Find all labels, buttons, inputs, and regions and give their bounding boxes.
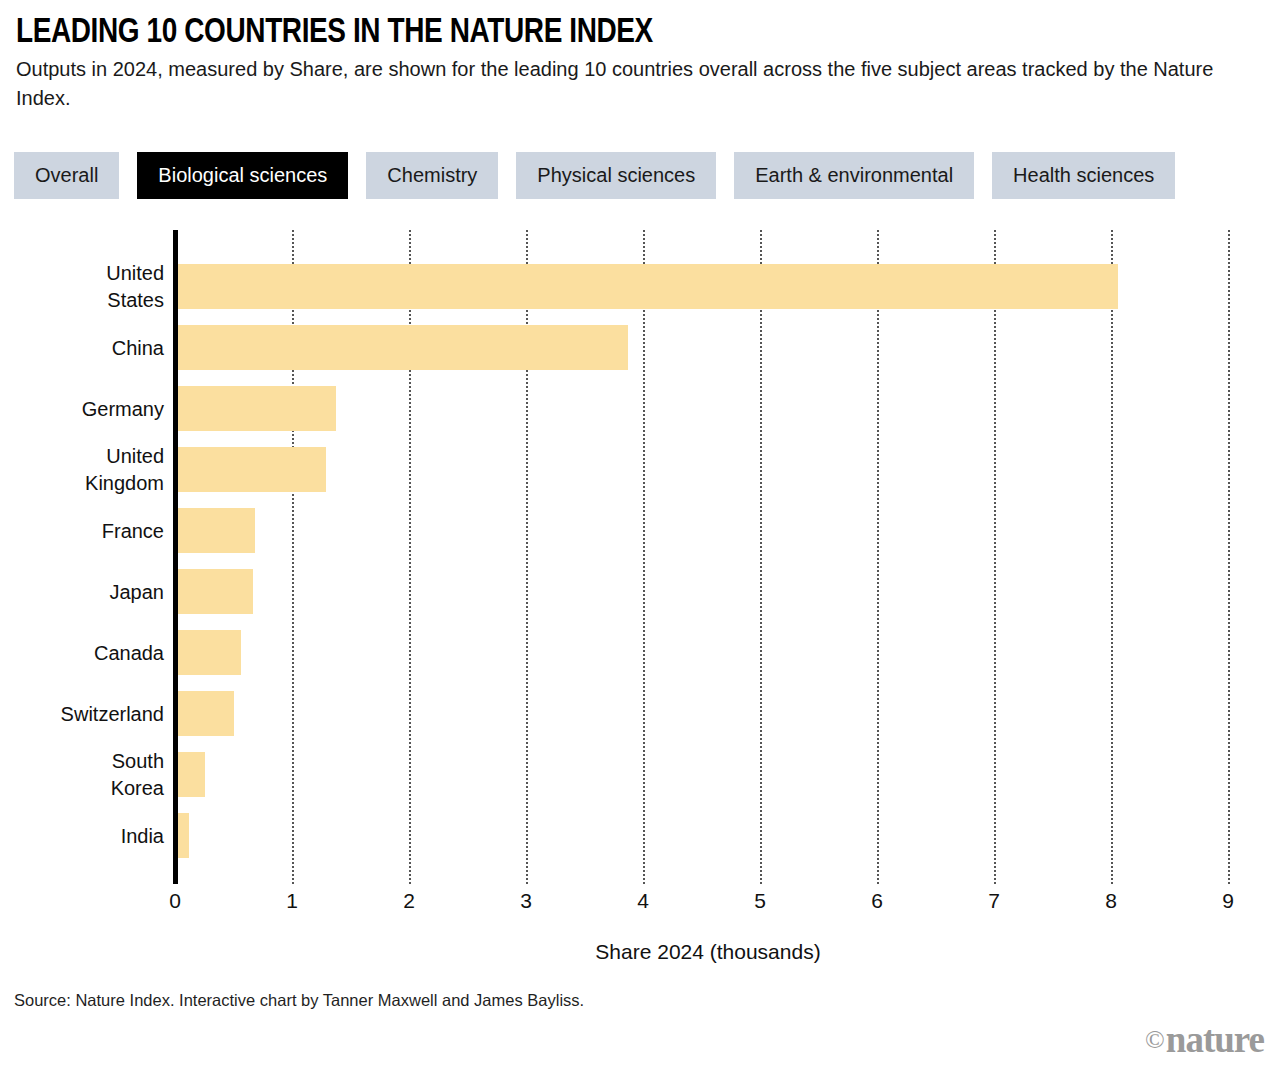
bar-china[interactable] bbox=[177, 325, 628, 370]
gridline-8 bbox=[1111, 230, 1113, 884]
x-tick-label-2: 2 bbox=[403, 889, 415, 913]
y-axis-label-canada: Canada bbox=[0, 639, 164, 666]
x-axis-title: Share 2024 (thousands) bbox=[175, 940, 1241, 964]
x-tick-label-5: 5 bbox=[754, 889, 766, 913]
gridline-9 bbox=[1228, 230, 1230, 884]
y-axis-label-united-states: UnitedStates bbox=[0, 260, 164, 314]
x-tick-label-6: 6 bbox=[871, 889, 883, 913]
x-axis-ticks: 0123456789 bbox=[175, 889, 1241, 915]
y-axis-label-france: France bbox=[0, 517, 164, 544]
tab-bar: Overall Biological sciences Chemistry Physi… bbox=[14, 152, 1175, 199]
x-tick-label-9: 9 bbox=[1222, 889, 1234, 913]
bar-india[interactable] bbox=[177, 813, 189, 858]
source-note: Source: Nature Index. Interactive chart … bbox=[14, 991, 584, 1010]
page-subtitle: Outputs in 2024, measured by Share, are … bbox=[16, 55, 1260, 113]
y-axis-label-south-korea: SouthKorea bbox=[0, 748, 164, 802]
y-axis-labels: UnitedStates China Germany UnitedKingdom Fra… bbox=[0, 230, 164, 884]
bar-united-kingdom[interactable] bbox=[177, 447, 326, 492]
bar-germany[interactable] bbox=[177, 386, 336, 431]
tab-health-sciences[interactable]: Health sciences bbox=[992, 152, 1175, 199]
nature-logo: ©nature bbox=[1145, 1018, 1264, 1061]
y-axis-label-japan: Japan bbox=[0, 578, 164, 605]
gridline-7 bbox=[994, 230, 996, 884]
tab-chemistry[interactable]: Chemistry bbox=[366, 152, 498, 199]
y-axis-label-india: India bbox=[0, 822, 164, 849]
tab-earth-environmental[interactable]: Earth & environmental bbox=[734, 152, 974, 199]
y-axis-label-switzerland: Switzerland bbox=[0, 700, 164, 727]
x-tick-label-8: 8 bbox=[1105, 889, 1117, 913]
x-tick-label-4: 4 bbox=[637, 889, 649, 913]
brand-name: nature bbox=[1166, 1019, 1264, 1060]
x-tick-label-3: 3 bbox=[520, 889, 532, 913]
x-tick-label-1: 1 bbox=[286, 889, 298, 913]
y-axis-line bbox=[173, 230, 178, 884]
y-axis-label-united-kingdom: UnitedKingdom bbox=[0, 443, 164, 497]
bar-canada[interactable] bbox=[177, 630, 241, 675]
bar-south-korea[interactable] bbox=[177, 752, 205, 797]
bar-japan[interactable] bbox=[177, 569, 253, 614]
x-tick-label-7: 7 bbox=[988, 889, 1000, 913]
gridline-6 bbox=[877, 230, 879, 884]
x-tick-label-0: 0 bbox=[169, 889, 181, 913]
y-axis-label-germany: Germany bbox=[0, 395, 164, 422]
bar-france[interactable] bbox=[177, 508, 255, 553]
y-axis-label-china: China bbox=[0, 334, 164, 361]
plot-area bbox=[175, 230, 1241, 884]
tab-overall[interactable]: Overall bbox=[14, 152, 119, 199]
gridline-4 bbox=[643, 230, 645, 884]
copyright-icon: © bbox=[1145, 1025, 1165, 1054]
tab-biological-sciences[interactable]: Biological sciences bbox=[137, 152, 348, 199]
page: LEADING 10 COUNTRIES IN THE NATURE INDEX… bbox=[0, 0, 1280, 1070]
bar-switzerland[interactable] bbox=[177, 691, 234, 736]
page-title: LEADING 10 COUNTRIES IN THE NATURE INDEX bbox=[16, 10, 653, 50]
bar-united-states[interactable] bbox=[177, 264, 1118, 309]
tab-physical-sciences[interactable]: Physical sciences bbox=[516, 152, 716, 199]
gridline-5 bbox=[760, 230, 762, 884]
